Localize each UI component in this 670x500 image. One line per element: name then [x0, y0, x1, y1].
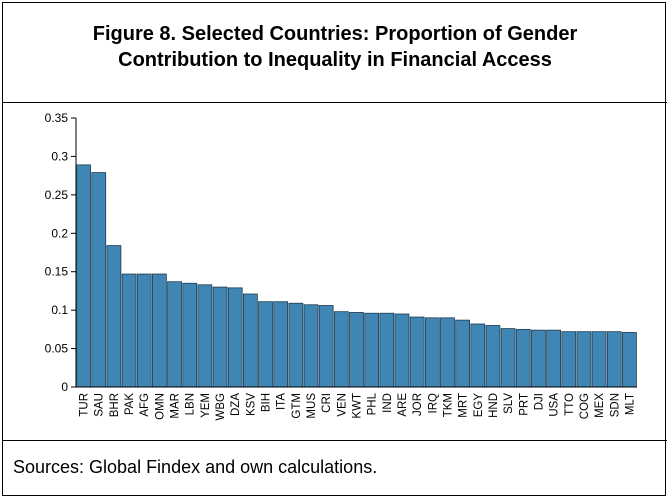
bar-sau: [91, 172, 107, 388]
x-tick-label: BHR: [109, 393, 121, 417]
x-tick-label: TUR: [79, 393, 91, 417]
x-tick-label: GTM: [291, 393, 303, 419]
bar-ita: [273, 301, 289, 388]
bar-gtm: [288, 302, 304, 388]
bar-lbn: [182, 282, 198, 388]
bar-hnd: [485, 325, 501, 388]
x-tick-label: AFG: [139, 393, 151, 417]
bar-slv: [500, 328, 516, 388]
x-tick-label: PAK: [124, 393, 136, 415]
bar-ven: [333, 311, 349, 388]
y-tick-label: 0.35: [45, 111, 69, 125]
x-tick-label: CRI: [321, 393, 333, 413]
bar-omn: [152, 273, 167, 388]
bar-cri: [318, 305, 334, 388]
title-separator: [3, 102, 667, 103]
x-tick-label: EGY: [473, 393, 485, 418]
bar-ind: [379, 312, 395, 388]
bar-dza: [227, 287, 243, 388]
x-tick-label: OMN: [154, 393, 166, 420]
bar-tur: [76, 164, 91, 388]
x-tick-label: SDN: [609, 393, 621, 417]
x-tick-label: MRT: [458, 393, 470, 418]
bars: [76, 164, 637, 388]
x-tick-label: PHL: [367, 392, 379, 415]
x-tick-label: TTO: [564, 393, 576, 416]
y-tick-label: 0.05: [45, 342, 69, 356]
source-separator: [3, 440, 667, 441]
bar-sdn: [606, 331, 622, 388]
bar-mrt: [455, 319, 471, 388]
x-tick-label: JOR: [412, 393, 424, 416]
y-tick-label: 0: [61, 380, 68, 394]
bar-bih: [258, 301, 273, 388]
x-tick-label: IND: [382, 393, 394, 413]
bar-usa: [546, 329, 561, 388]
x-tick-label: MUS: [306, 393, 318, 419]
x-tick-label: YEM: [200, 393, 212, 418]
bar-are: [394, 313, 410, 388]
x-tick-label: WBG: [215, 393, 227, 421]
bar-kwt: [349, 312, 364, 388]
y-tick-label: 0.2: [51, 226, 68, 240]
bar-mus: [303, 304, 319, 388]
x-tick-label: SAU: [94, 393, 106, 417]
x-tick-label: USA: [549, 393, 561, 417]
y-tick-label: 0.1: [51, 303, 68, 317]
bar-mex: [591, 331, 607, 388]
bar-irq: [424, 317, 440, 388]
bar-tto: [561, 331, 577, 388]
source-note: Sources: Global Findex and own calculati…: [13, 457, 378, 477]
x-tick-label: MEX: [594, 393, 606, 418]
x-tick-label: COG: [579, 393, 591, 419]
bar-pak: [121, 273, 137, 388]
bar-egy: [470, 323, 486, 388]
x-tick-label: HND: [488, 393, 500, 418]
y-tick-label: 0.15: [45, 265, 69, 279]
x-tick-label: BIH: [261, 393, 273, 412]
x-tick-label: DJI: [533, 393, 545, 410]
x-tick-label: MAR: [170, 393, 182, 419]
x-tick-label: ITA: [276, 393, 288, 410]
y-tick-label: 0.25: [45, 188, 69, 202]
figure-title: Figure 8. Selected Countries: Proportion…: [3, 21, 667, 73]
bar-phl: [364, 312, 380, 388]
bar-chart: 00.050.10.150.20.250.30.35 TUR SAU BHR PAK A…: [45, 111, 637, 421]
x-tick-label: MLT: [624, 393, 636, 415]
bar-mlt: [622, 332, 637, 388]
x-tick-label: SLV: [503, 393, 515, 414]
x-tick-label: KSV: [245, 393, 257, 416]
x-tick-label: LBN: [185, 393, 197, 415]
bar-prt: [515, 328, 531, 388]
figure-title-line-2: Contribution to Inequality in Financial …: [118, 49, 552, 71]
bar-afg: [136, 273, 152, 388]
bar-dji: [531, 329, 546, 388]
y-tick-label: 0.3: [51, 149, 68, 163]
x-tick-label: KWT: [352, 393, 364, 419]
x-tick-label: PRT: [518, 393, 530, 416]
bar-yem: [197, 284, 213, 388]
x-tick-label: DZA: [230, 393, 242, 416]
bar-ksv: [242, 293, 258, 388]
x-tick-label: TKM: [442, 393, 454, 417]
bar-cog: [576, 331, 592, 388]
y-axis: 0 0.05 0.1 0.15 0.2 0.25 0.3 0.35: [45, 111, 77, 394]
x-tick-label: IRQ: [427, 393, 439, 414]
figure-title-line-1: Figure 8. Selected Countries: Proportion…: [92, 23, 578, 45]
x-tick-label: ARE: [397, 393, 409, 417]
bar-mar: [167, 281, 182, 388]
bar-wbg: [212, 286, 228, 388]
bar-jor: [409, 316, 425, 388]
x-axis: TUR SAU BHR PAK AFG OMN MAR LBN YEM WBG DZA KSV BIH I…: [76, 386, 637, 421]
x-tick-label: VEN: [336, 393, 348, 417]
bar-tkm: [440, 317, 455, 388]
bar-bhr: [106, 245, 122, 388]
